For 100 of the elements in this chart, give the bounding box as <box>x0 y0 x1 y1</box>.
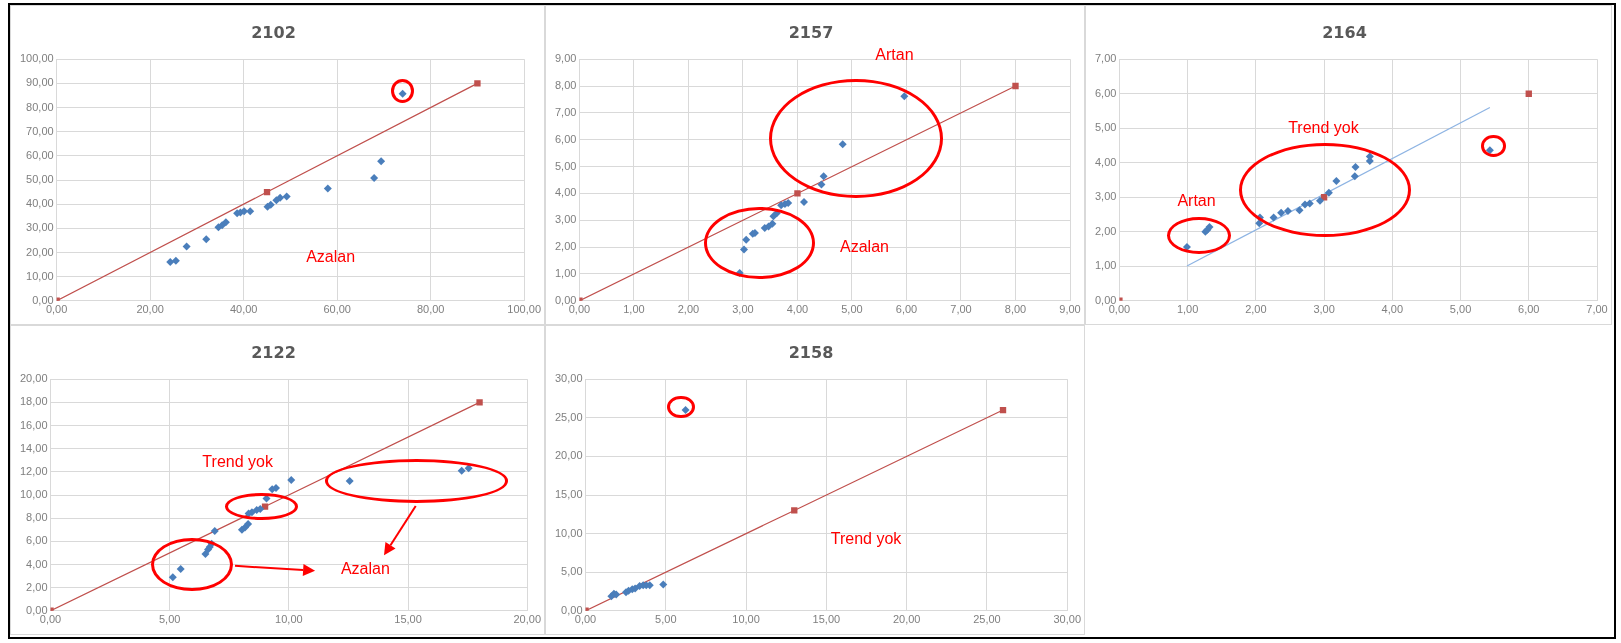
point <box>1295 206 1304 215</box>
point <box>345 477 354 486</box>
y-tick-label: 10,00 <box>20 488 48 501</box>
annotation: Artan <box>1177 192 1216 210</box>
point <box>323 184 332 193</box>
x-tick-label: 15,00 <box>394 613 422 626</box>
y-tick-label: 6,00 <box>554 132 577 145</box>
x-tick-label: 100,00 <box>507 303 542 316</box>
y-tick-label: 20,00 <box>26 245 54 258</box>
x-tick-label: 10,00 <box>732 613 760 626</box>
y-tick-label: 1,00 <box>554 266 577 279</box>
y-tick-label: 7,00 <box>1094 52 1117 65</box>
x-tick-label: 25,00 <box>973 613 1001 626</box>
y-tick-label: 18,00 <box>20 395 48 408</box>
point <box>287 475 296 484</box>
y-tick-label: 10,00 <box>555 526 583 539</box>
x-tick-label: 4,00 <box>786 303 809 316</box>
point <box>272 484 281 493</box>
y-tick-label: 14,00 <box>20 441 48 454</box>
x-tick-label: 80,00 <box>416 303 445 316</box>
point <box>377 157 386 166</box>
y-tick-label: 15,00 <box>555 488 583 501</box>
point <box>1012 82 1019 90</box>
y-tick-label: 0,00 <box>554 293 577 306</box>
y-tick-label: 0,00 <box>561 603 583 616</box>
point <box>240 207 249 216</box>
x-tick-label: 60,00 <box>323 303 351 316</box>
point <box>474 80 481 87</box>
y-tick-label: 80,00 <box>26 100 54 113</box>
x-tick-label: 5,00 <box>1449 303 1472 316</box>
y-tick-label: 5,00 <box>561 565 583 578</box>
x-tick-label: 0,00 <box>1108 303 1131 316</box>
x-tick-label: 20,00 <box>513 613 541 626</box>
x-tick-label: 4,00 <box>1381 303 1404 316</box>
y-tick-label: 5,00 <box>554 159 577 172</box>
y-tick-label: 4,00 <box>1094 155 1117 168</box>
y-tick-label: 70,00 <box>26 124 54 137</box>
x-tick-label: 6,00 <box>1518 303 1540 316</box>
point <box>1283 207 1292 216</box>
point <box>1332 177 1341 186</box>
y-tick-label: 6,00 <box>26 534 48 547</box>
x-tick-label: 8,00 <box>1004 303 1027 316</box>
x-tick-label: 6,00 <box>895 303 918 316</box>
x-tick-label: 3,00 <box>1313 303 1335 316</box>
y-tick-label: 7,00 <box>554 105 577 118</box>
point <box>210 526 219 535</box>
point <box>819 172 828 181</box>
point <box>476 399 483 406</box>
point <box>817 180 826 189</box>
y-tick-label: 5,00 <box>1094 121 1117 134</box>
y-tick-label: 25,00 <box>555 410 583 423</box>
annotation: Trend yok <box>202 453 274 471</box>
y-tick-label: 0,00 <box>26 603 48 616</box>
point <box>740 245 749 254</box>
chart-title: 2164 <box>1322 22 1367 42</box>
y-tick-label: 20,00 <box>20 372 48 385</box>
x-tick-label: 20,00 <box>892 613 921 626</box>
point <box>742 235 751 244</box>
x-tick-label: 5,00 <box>158 613 181 626</box>
x-tick-label: 10,00 <box>275 613 303 626</box>
point <box>791 507 798 514</box>
x-tick-label: 20,00 <box>136 303 164 316</box>
point <box>202 235 211 244</box>
chart-title: 2122 <box>251 342 296 362</box>
point <box>799 198 808 207</box>
point <box>370 174 379 183</box>
x-tick-label: 7,00 <box>950 303 972 316</box>
x-tick-label: 3,00 <box>732 303 754 316</box>
annotation: Artan <box>875 45 914 63</box>
y-tick-label: 4,00 <box>554 186 577 199</box>
y-tick-label: 60,00 <box>26 148 54 161</box>
point <box>246 207 255 216</box>
x-tick-label: 7,00 <box>1586 303 1608 316</box>
point <box>276 193 285 202</box>
x-tick-label: 1,00 <box>623 303 645 316</box>
x-tick-label: 5,00 <box>841 303 863 316</box>
point <box>1351 162 1360 171</box>
x-tick-label: 15,00 <box>812 613 841 626</box>
point <box>282 192 291 201</box>
point <box>166 257 175 266</box>
point <box>171 256 180 265</box>
point <box>168 573 177 582</box>
x-tick-label: 0,00 <box>45 303 68 316</box>
x-tick-label: 40,00 <box>229 303 258 316</box>
point <box>457 466 466 475</box>
y-tick-label: 8,00 <box>554 79 577 92</box>
y-tick-label: 50,00 <box>26 173 54 186</box>
point <box>1277 208 1286 217</box>
y-tick-label: 3,00 <box>1094 190 1117 203</box>
point <box>838 140 847 149</box>
y-tick-label: 4,00 <box>26 557 48 570</box>
point <box>201 550 210 559</box>
x-tick-label: 1,00 <box>1176 303 1199 316</box>
point <box>900 92 909 101</box>
y-tick-label: 1,00 <box>1094 259 1117 272</box>
x-tick-label: 30,00 <box>1053 613 1081 626</box>
annotation: Trend yok <box>830 530 903 548</box>
y-tick-label: 9,00 <box>554 52 577 65</box>
point <box>659 580 668 589</box>
y-tick-label: 8,00 <box>26 511 48 524</box>
